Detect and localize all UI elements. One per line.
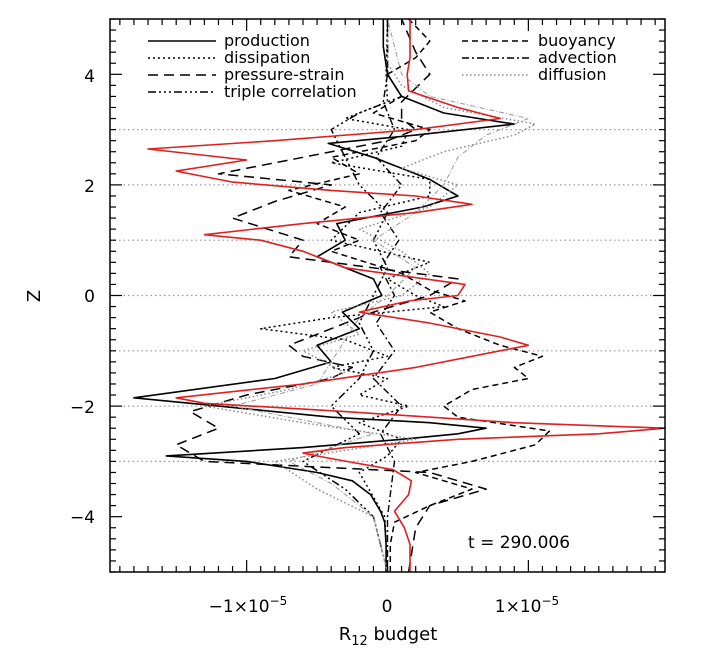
legend-entry: diffusion — [462, 65, 606, 84]
legend-entry: buoyancy — [462, 31, 616, 50]
legend-label: dissipation — [224, 48, 310, 67]
svg-text:−1×10−5: −1×10−5 — [209, 594, 288, 617]
series-line — [232, 19, 529, 572]
legend-label: buoyancy — [538, 31, 616, 50]
legend-entry: triple correlation — [148, 82, 357, 101]
y-axis-label: Z — [24, 290, 45, 302]
legend-entry: dissipation — [148, 48, 310, 67]
series-line — [147, 19, 665, 572]
series-line — [259, 19, 445, 572]
legend-label: pressure-strain — [224, 65, 344, 84]
series-layer — [133, 19, 665, 572]
series-line — [175, 19, 487, 572]
axis-ticks — [110, 18, 665, 573]
x-tick-label: −1×10−5 — [209, 594, 288, 617]
legend-label: advection — [538, 48, 617, 67]
legend-label: production — [224, 31, 310, 50]
legend-entry: production — [148, 31, 310, 50]
svg-text:R12 budget: R12 budget — [339, 624, 438, 649]
legend-entry: advection — [462, 48, 617, 67]
series-line — [133, 19, 516, 572]
legend: productiondissipationpressure-straintrip… — [148, 31, 617, 101]
series-line — [302, 19, 403, 572]
y-tick-label: −2 — [70, 398, 95, 418]
y-tick-label: 4 — [84, 67, 95, 87]
series-line — [288, 19, 551, 572]
legend-label: triple correlation — [224, 82, 357, 101]
y-tick-label: −4 — [70, 508, 95, 528]
svg-text:0: 0 — [382, 597, 393, 617]
legend-label: diffusion — [538, 65, 606, 84]
svg-text:1×10−5: 1×10−5 — [495, 594, 559, 617]
y-tick-label: 2 — [84, 177, 95, 197]
legend-entry: pressure-strain — [148, 65, 344, 84]
y-tick-label: 0 — [84, 287, 95, 307]
x-axis-label: R12 budget — [339, 624, 438, 649]
x-tick-label: 0 — [382, 597, 393, 617]
series-line — [372, 19, 403, 572]
time-annotation: t = 290.006 — [468, 533, 570, 553]
x-tick-label: 1×10−5 — [495, 594, 559, 617]
